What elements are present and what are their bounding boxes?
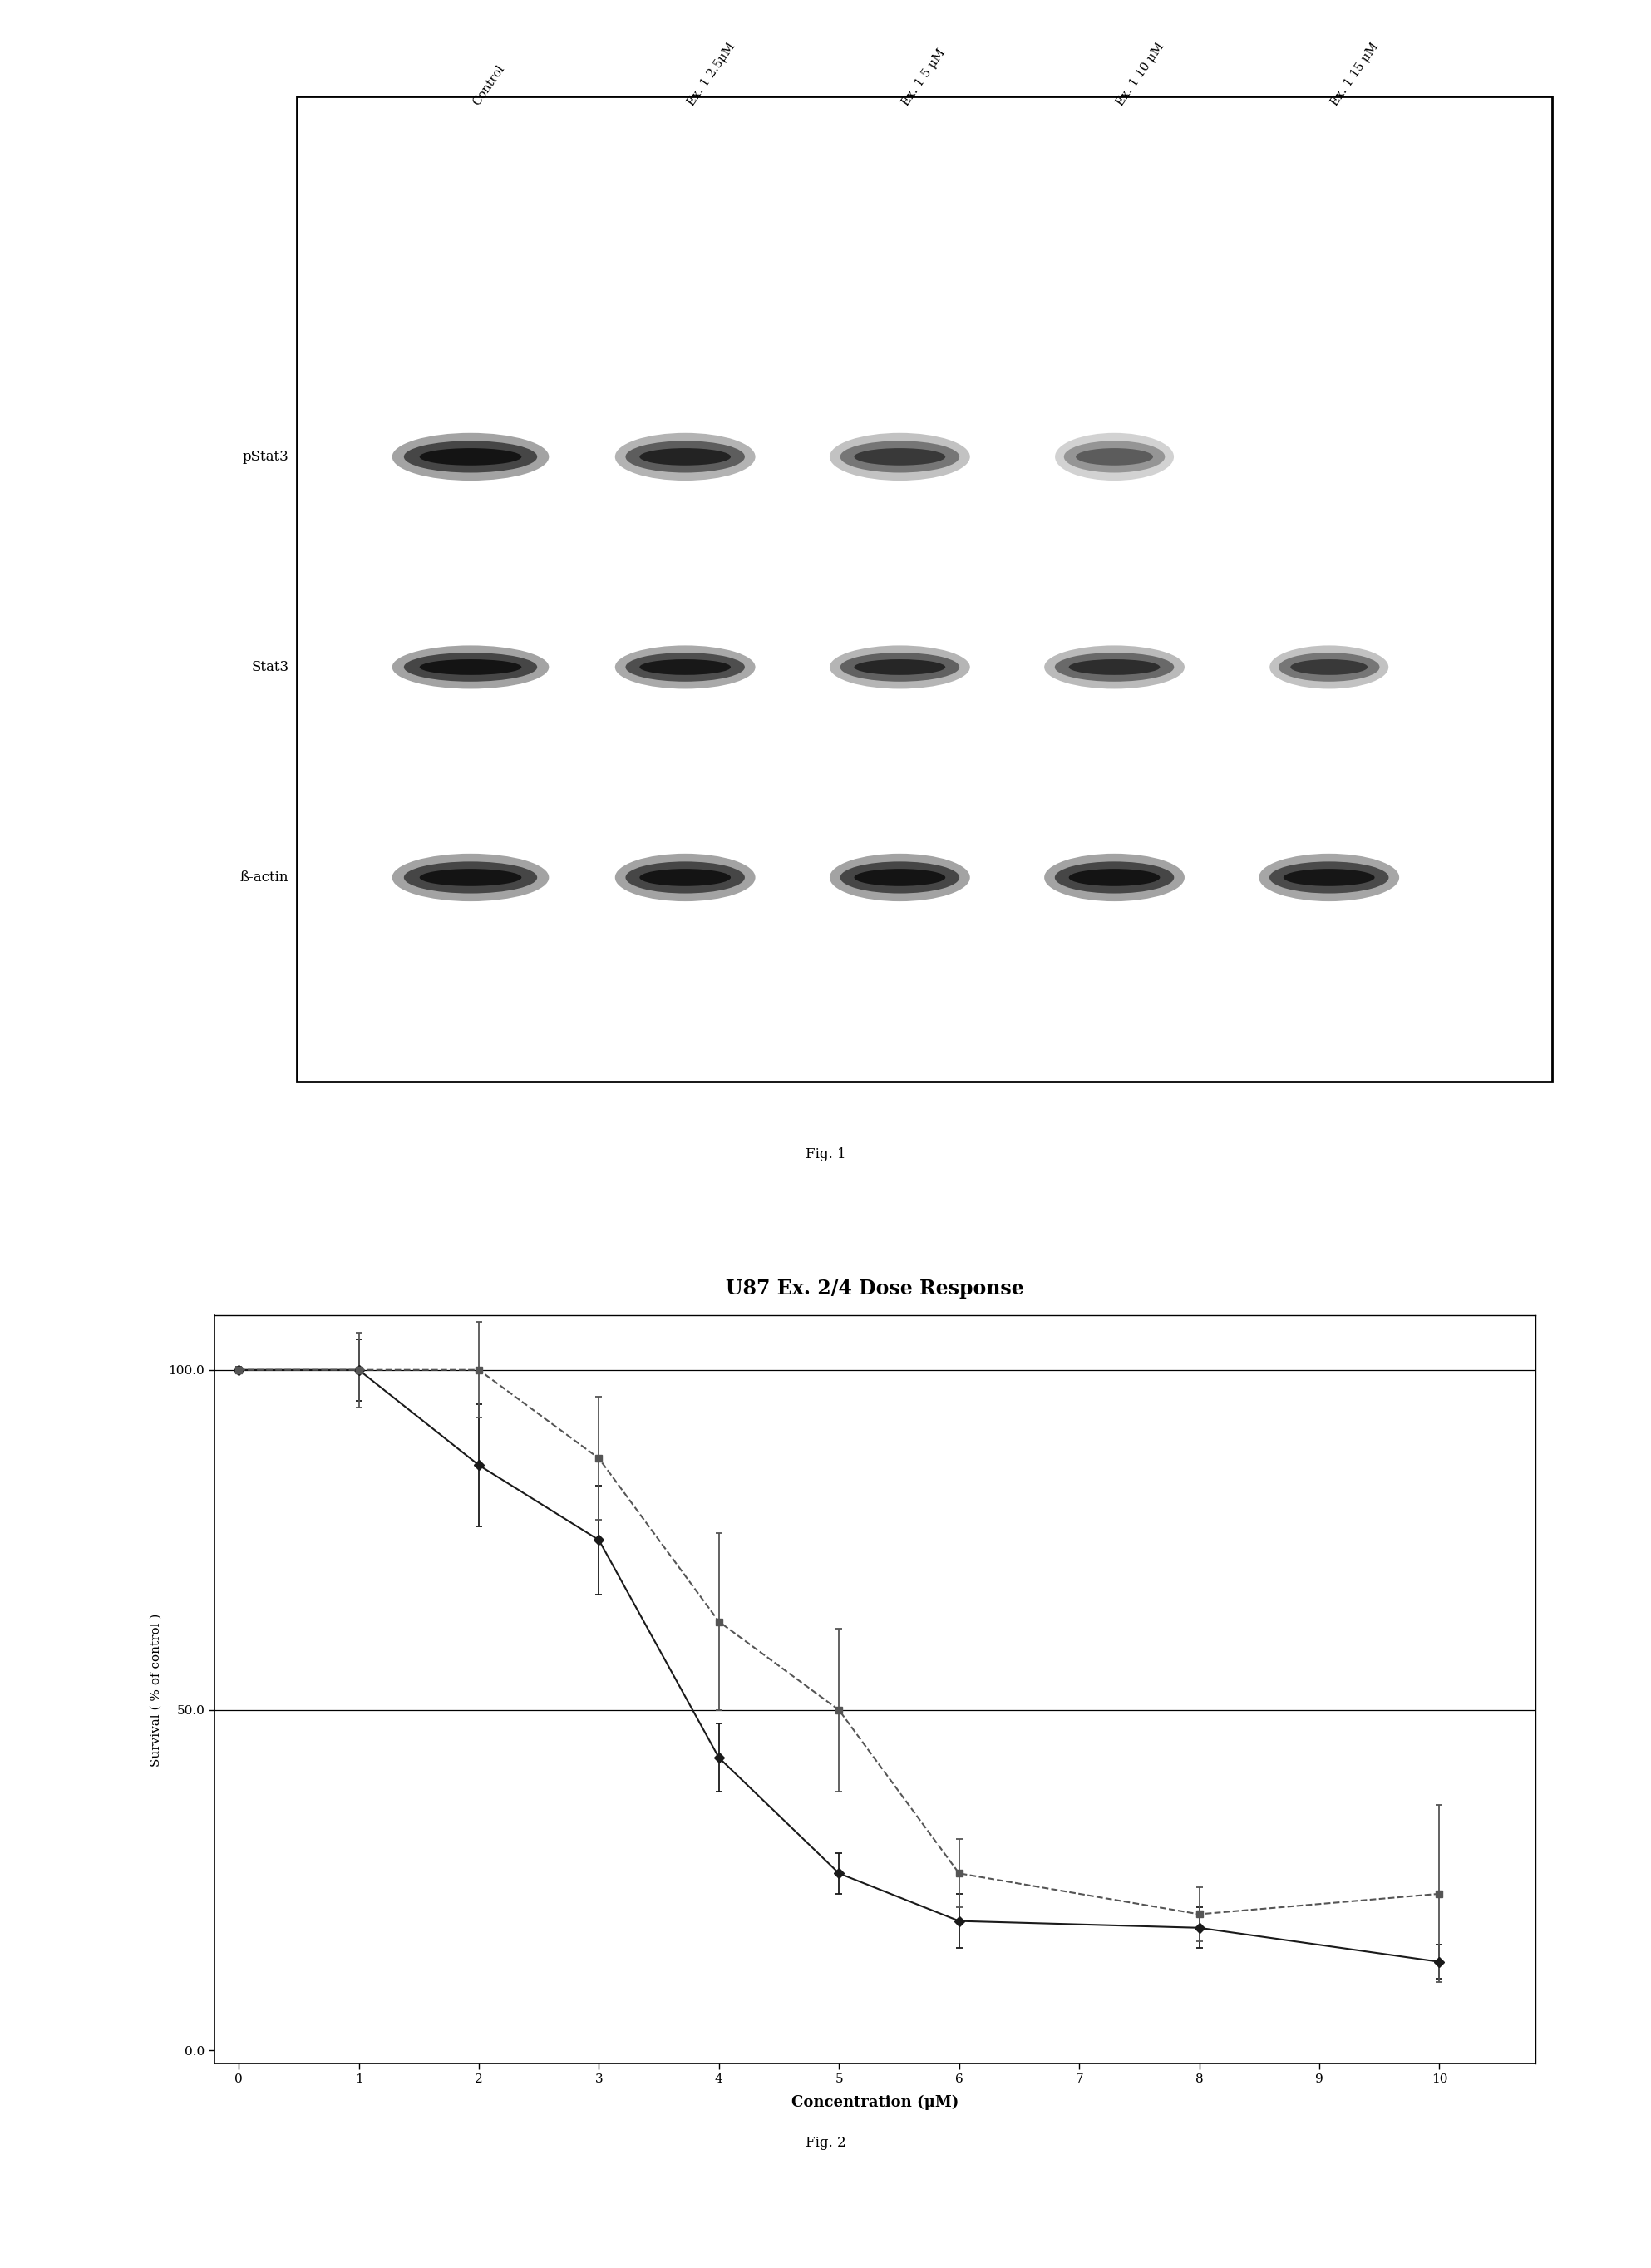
Ellipse shape xyxy=(404,653,537,683)
Ellipse shape xyxy=(854,449,946,465)
Ellipse shape xyxy=(1055,862,1174,894)
Ellipse shape xyxy=(639,449,731,465)
X-axis label: Concentration (μM): Concentration (μM) xyxy=(791,2096,959,2109)
Text: Stat3: Stat3 xyxy=(251,660,289,674)
Text: Ex. 1 2.5μM: Ex. 1 2.5μM xyxy=(685,41,738,109)
Ellipse shape xyxy=(1291,660,1367,676)
Ellipse shape xyxy=(1283,869,1375,887)
Ellipse shape xyxy=(1045,646,1185,689)
Text: Fig. 1: Fig. 1 xyxy=(806,1148,845,1161)
Text: pStat3: pStat3 xyxy=(243,449,289,465)
Ellipse shape xyxy=(626,440,745,472)
Ellipse shape xyxy=(393,433,548,481)
Y-axis label: Survival ( % of control ): Survival ( % of control ) xyxy=(150,1613,162,1767)
Text: Fig. 2: Fig. 2 xyxy=(806,2136,845,2150)
Ellipse shape xyxy=(419,449,522,465)
Ellipse shape xyxy=(1260,853,1400,900)
Ellipse shape xyxy=(1063,440,1166,472)
Ellipse shape xyxy=(1068,660,1161,676)
Ellipse shape xyxy=(404,440,537,472)
Ellipse shape xyxy=(1270,646,1388,689)
Ellipse shape xyxy=(854,660,946,676)
Ellipse shape xyxy=(1055,433,1174,481)
Text: Ex. 1 15 μM: Ex. 1 15 μM xyxy=(1329,41,1382,109)
Ellipse shape xyxy=(393,646,548,689)
Text: Ex. 1 5 μM: Ex. 1 5 μM xyxy=(900,48,948,109)
Bar xyxy=(297,95,1552,1082)
Ellipse shape xyxy=(404,862,537,894)
Ellipse shape xyxy=(830,853,971,900)
Text: Ex. 1 10 μM: Ex. 1 10 μM xyxy=(1114,41,1167,109)
Ellipse shape xyxy=(393,853,548,900)
Ellipse shape xyxy=(639,660,731,676)
Text: Control: Control xyxy=(471,64,507,109)
Text: ß-actin: ß-actin xyxy=(241,871,289,885)
Ellipse shape xyxy=(840,653,959,683)
Ellipse shape xyxy=(1068,869,1161,887)
Ellipse shape xyxy=(419,869,522,887)
Ellipse shape xyxy=(639,869,731,887)
Ellipse shape xyxy=(419,660,522,676)
Ellipse shape xyxy=(840,440,959,472)
Ellipse shape xyxy=(1270,862,1388,894)
Ellipse shape xyxy=(626,862,745,894)
Ellipse shape xyxy=(614,853,755,900)
Title: U87 Ex. 2/4 Dose Response: U87 Ex. 2/4 Dose Response xyxy=(726,1279,1024,1300)
Ellipse shape xyxy=(614,433,755,481)
Ellipse shape xyxy=(1055,653,1174,683)
Ellipse shape xyxy=(830,433,971,481)
Ellipse shape xyxy=(830,646,971,689)
Ellipse shape xyxy=(840,862,959,894)
Ellipse shape xyxy=(614,646,755,689)
Ellipse shape xyxy=(1278,653,1380,683)
Ellipse shape xyxy=(1076,449,1152,465)
Ellipse shape xyxy=(626,653,745,683)
Ellipse shape xyxy=(1045,853,1185,900)
Ellipse shape xyxy=(854,869,946,887)
